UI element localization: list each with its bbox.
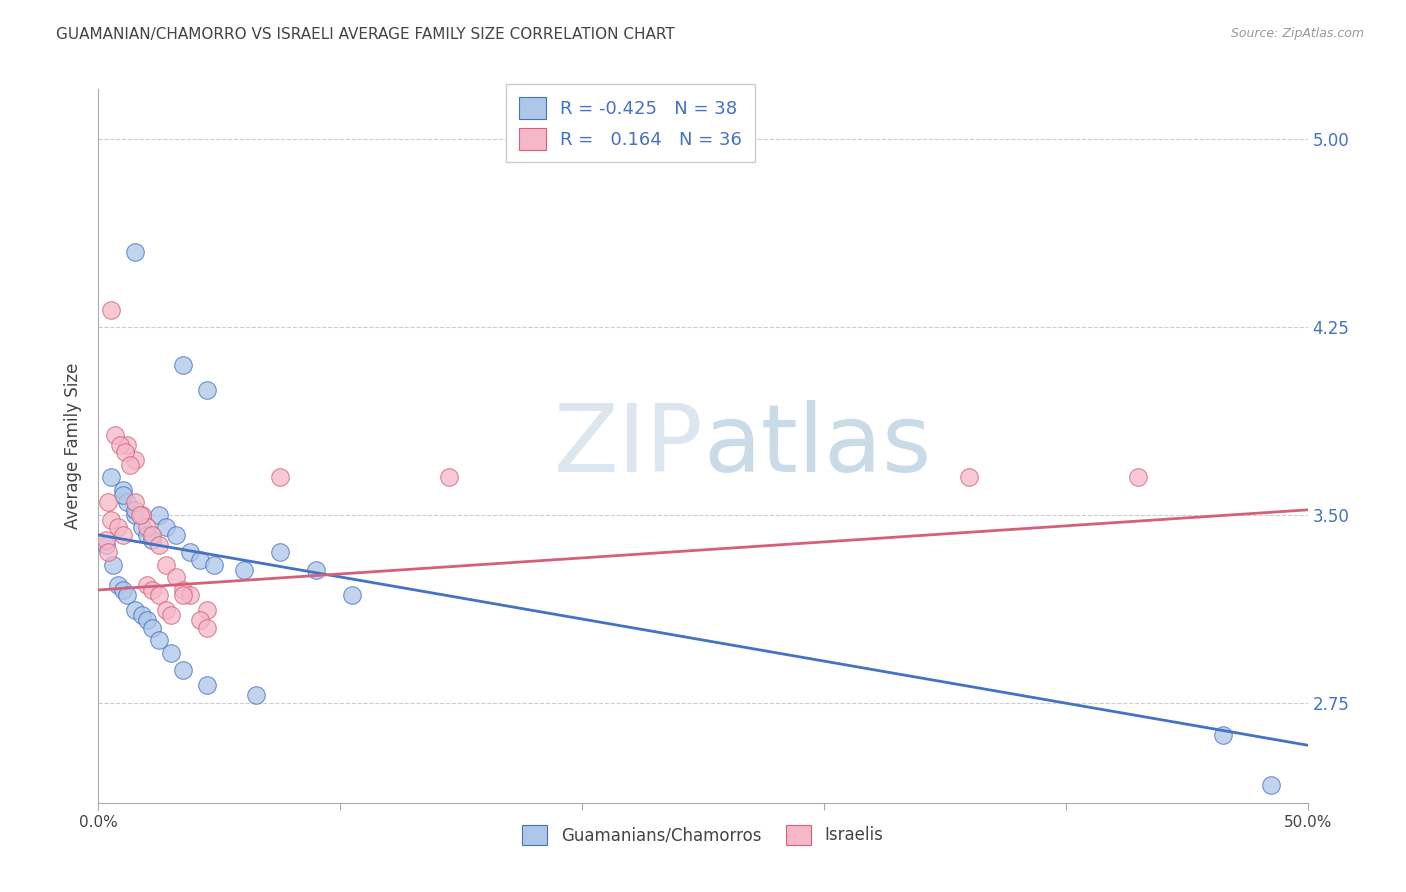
Point (269, 470, 291, 484)
Point (100, 302, 122, 317)
Point (100, 513, 122, 527)
Point (204, 558, 226, 572)
Point (232, 563, 254, 577)
Point (141, 533, 163, 547)
Point (1128, 470, 1150, 484)
Point (118, 458, 141, 472)
Point (124, 508, 146, 522)
Point (108, 438, 131, 452)
Point (195, 621, 218, 635)
Point (957, 470, 980, 484)
Point (124, 244, 146, 259)
Point (135, 520, 157, 534)
Point (172, 588, 194, 602)
Text: ZIP: ZIP (554, 400, 703, 492)
Point (131, 520, 153, 534)
Y-axis label: Average Family Size: Average Family Size (65, 363, 83, 529)
Point (195, 603, 218, 617)
Point (188, 553, 211, 567)
Point (107, 520, 129, 534)
Point (148, 508, 170, 522)
Point (305, 563, 328, 577)
Point (165, 570, 187, 584)
Point (124, 495, 146, 509)
Point (179, 588, 201, 602)
Point (141, 528, 163, 542)
Point (107, 578, 129, 592)
Point (195, 383, 218, 397)
Point (124, 452, 146, 467)
Point (245, 688, 267, 702)
Point (172, 582, 194, 597)
Point (100, 470, 122, 484)
Point (131, 607, 153, 622)
Point (94, 533, 117, 547)
Point (111, 582, 134, 597)
Point (179, 545, 201, 559)
Point (111, 528, 134, 542)
Point (342, 588, 364, 602)
Point (104, 427, 127, 442)
Text: Source: ZipAtlas.com: Source: ZipAtlas.com (1230, 27, 1364, 40)
Point (114, 445, 136, 459)
Point (97, 545, 120, 559)
Point (155, 603, 177, 617)
Text: GUAMANIAN/CHAMORRO VS ISRAELI AVERAGE FAMILY SIZE CORRELATION CHART: GUAMANIAN/CHAMORRO VS ISRAELI AVERAGE FA… (56, 27, 675, 42)
Point (188, 613, 211, 627)
Point (148, 633, 170, 648)
Point (135, 613, 157, 627)
Point (128, 508, 150, 522)
Text: atlas: atlas (703, 400, 931, 492)
Point (117, 495, 139, 509)
Point (101, 558, 124, 572)
Point (94, 538, 117, 552)
Point (124, 503, 146, 517)
Point (269, 545, 291, 559)
Point (131, 508, 153, 522)
Point (141, 621, 163, 635)
Point (155, 520, 177, 534)
Point (160, 646, 183, 660)
Point (111, 488, 134, 502)
Point (148, 538, 170, 552)
Legend: Guamanians/Chamorros, Israelis: Guamanians/Chamorros, Israelis (516, 818, 890, 852)
Point (160, 607, 183, 622)
Point (437, 470, 460, 484)
Point (165, 528, 187, 542)
Point (195, 678, 218, 692)
Point (1260, 778, 1282, 792)
Point (148, 588, 170, 602)
Point (135, 578, 157, 592)
Point (172, 358, 194, 372)
Point (117, 588, 139, 602)
Point (124, 603, 146, 617)
Point (155, 558, 177, 572)
Point (111, 483, 134, 497)
Point (117, 438, 139, 452)
Point (1212, 728, 1234, 742)
Point (97, 495, 120, 509)
Point (135, 528, 157, 542)
Point (172, 663, 194, 677)
Point (141, 582, 163, 597)
